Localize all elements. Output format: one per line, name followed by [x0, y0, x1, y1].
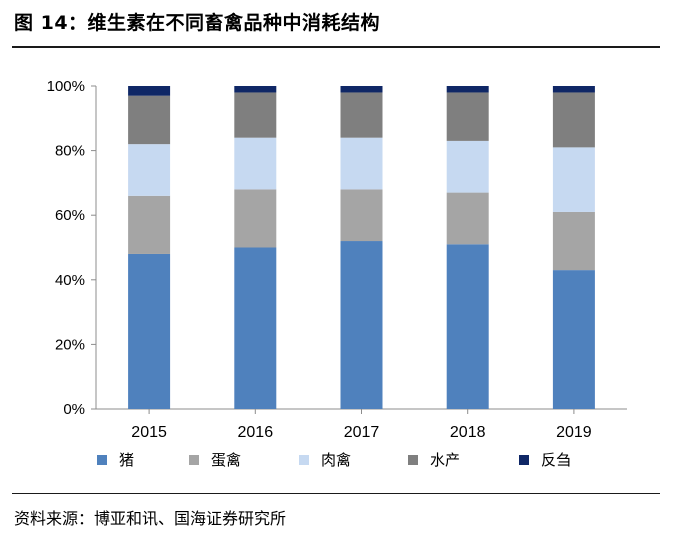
- bar-2015-series-4: [128, 95, 171, 145]
- legend-swatch: [408, 455, 418, 465]
- bar-2016-series-2: [234, 189, 277, 248]
- y-tick-label: 80%: [55, 143, 85, 160]
- source-note: 资料来源：博亚和讯、国海证券研究所: [14, 509, 287, 528]
- x-tick-label: 2015: [131, 424, 167, 441]
- legend-label: 猪: [119, 451, 134, 469]
- y-tick-labels: 0% 20% 40% 60% 80% 100%: [47, 78, 96, 418]
- bar-2015-series-3: [128, 144, 171, 196]
- bar-2018-series-2: [446, 192, 489, 245]
- bar-2017-series-3: [340, 137, 383, 190]
- title-divider: [12, 46, 660, 48]
- bar-2017-series-5: [340, 86, 383, 93]
- stacked-bar-chart: 0%20%40%60%80%100% 2015 2016 2017 2018 2019 …: [47, 78, 627, 469]
- y-tick-label: 20%: [55, 336, 85, 353]
- x-tick-label: 2016: [238, 424, 274, 441]
- bar-2019-series-5: [552, 86, 595, 93]
- x-tick-label: 2017: [344, 424, 380, 441]
- legend-swatch: [519, 455, 529, 465]
- y-tick-label: 60%: [55, 207, 85, 224]
- bar-2016-series-4: [234, 92, 277, 138]
- legend-swatch: [299, 455, 309, 465]
- y-tick-label: 100%: [47, 78, 85, 95]
- legend-label: 反刍: [541, 451, 571, 469]
- bar-2019-series-1: [552, 270, 595, 409]
- y-tick-label: 40%: [55, 272, 85, 289]
- bar-2019-series-2: [552, 211, 595, 271]
- bar-series-group: [128, 86, 595, 409]
- bar-2019-series-4: [552, 92, 595, 148]
- legend-label: 肉禽: [321, 451, 351, 469]
- bar-2018-series-1: [446, 244, 489, 409]
- bar-2016-series-5: [234, 86, 277, 93]
- legend-label: 蛋禽: [211, 451, 241, 469]
- bar-2017-series-2: [340, 189, 383, 242]
- chart-legend: 猪 蛋禽 肉禽 水产 反刍: [97, 451, 571, 469]
- figure-title: 图 14：维生素在不同畜禽品种中消耗结构: [14, 12, 381, 34]
- bar-2016-series-3: [234, 137, 277, 190]
- bar-2017-series-1: [340, 241, 383, 409]
- x-tick-labels: 2015 2016 2017 2018 2019: [131, 424, 591, 441]
- bar-2018-series-3: [446, 140, 489, 193]
- y-tick-label: 0%: [63, 401, 85, 418]
- x-tick-label: 2018: [450, 424, 486, 441]
- x-tick-label: 2019: [556, 424, 592, 441]
- bar-2019-series-3: [552, 147, 595, 212]
- legend-label: 水产: [430, 451, 460, 469]
- bar-2018-series-5: [446, 86, 489, 93]
- source-divider: [12, 493, 660, 494]
- legend-swatch: [97, 455, 107, 465]
- bar-2015-series-2: [128, 195, 171, 254]
- bar-2015-series-1: [128, 253, 171, 409]
- bar-2015-series-5: [128, 86, 171, 96]
- bar-2016-series-1: [234, 247, 277, 409]
- bar-2018-series-4: [446, 92, 489, 141]
- legend-swatch: [189, 455, 199, 465]
- bar-2017-series-4: [340, 92, 383, 138]
